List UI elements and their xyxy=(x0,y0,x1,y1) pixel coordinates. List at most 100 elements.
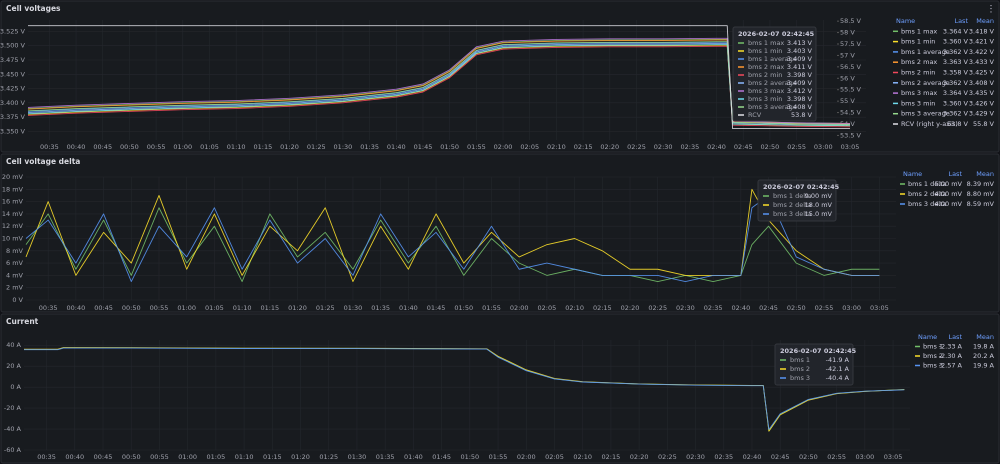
legend-name: bms 3 min xyxy=(901,99,935,107)
tooltip-box xyxy=(732,26,817,122)
x-tick-label: 01:00 xyxy=(178,453,197,461)
tooltip-value: -42.1 A xyxy=(826,365,850,373)
tooltip-value: 18.0 mV xyxy=(805,201,833,209)
y-tick-label: 6 mV xyxy=(6,259,24,267)
y-tick-label: 18 mV xyxy=(2,185,24,193)
x-tick-label: 00:50 xyxy=(122,453,141,461)
legend-mean: 3.418 V xyxy=(969,27,995,35)
y-tick-label: 20 A xyxy=(6,362,21,370)
legend-mean: 3.433 V xyxy=(969,58,995,66)
x-tick-label: 01:30 xyxy=(348,453,367,461)
legend-name: bms 1 delta xyxy=(908,180,947,188)
x-tick-label: 01:45 xyxy=(427,304,446,312)
x-tick-label: 01:50 xyxy=(460,453,479,461)
series-line xyxy=(27,41,850,126)
legend-name: bms 3 max xyxy=(901,89,937,97)
x-tick-label: 01:20 xyxy=(280,143,299,151)
x-tick-label: 02:25 xyxy=(648,304,667,312)
tooltip-box xyxy=(774,343,854,386)
x-tick-label: 00:35 xyxy=(39,304,58,312)
legend-name: bms 1 min xyxy=(901,38,935,46)
tooltip-name: RCV xyxy=(748,111,762,119)
y-tick-label: 12 mV xyxy=(2,222,24,230)
x-tick-label: 01:00 xyxy=(173,143,192,151)
x-tick-label: 01:05 xyxy=(207,453,226,461)
series-line xyxy=(27,44,850,127)
legend-last: 3.358 V xyxy=(943,69,969,77)
legend-name: RCV (right y-axis) xyxy=(901,120,958,128)
legend-last: 3.362 V xyxy=(943,110,969,118)
x-tick-label: 03:00 xyxy=(814,143,833,151)
x-tick-label: 01:25 xyxy=(319,453,338,461)
y-tick-label: 0 V xyxy=(12,296,23,304)
tooltip-value: 9.00 mV xyxy=(805,192,833,200)
legend-last: 3.362 V xyxy=(943,79,969,87)
x-tick-label: 01:20 xyxy=(288,304,307,312)
legend-name: bms 2 max xyxy=(901,58,937,66)
x-tick-label: 02:55 xyxy=(815,304,834,312)
x-tick-label: 02:45 xyxy=(759,304,778,312)
legend-name: bms 2 average xyxy=(901,79,950,87)
tooltip-name: bms 3 average xyxy=(748,103,797,111)
legend-name: bms 3 average xyxy=(901,110,950,118)
y-tick-label: -60 A xyxy=(4,446,22,454)
legend-last: 4.00 mV xyxy=(935,200,963,208)
panel-menu[interactable]: ⋮ xyxy=(987,5,996,15)
x-tick-label: 01:55 xyxy=(489,453,508,461)
y-tick-label: 3.450 V xyxy=(0,70,26,78)
tooltip-name: bms 3 xyxy=(790,374,810,382)
tooltip-name: bms 1 min xyxy=(748,47,782,55)
tooltip-name: bms 1 delta xyxy=(773,192,812,200)
y-tick-label: 20 mV xyxy=(2,173,24,181)
tooltip-value: 3.403 V xyxy=(787,47,813,55)
y2-tick-label: 56 V xyxy=(840,74,855,82)
x-tick-label: 01:05 xyxy=(200,143,219,151)
tooltip-value: 3.412 V xyxy=(787,87,813,95)
x-tick-label: 00:40 xyxy=(67,304,86,312)
y2-tick-label: 56.5 V xyxy=(840,63,862,71)
tooltip-value: 3.413 V xyxy=(787,39,813,47)
x-tick-label: 00:50 xyxy=(122,304,141,312)
tooltip-value: -40.4 A xyxy=(826,374,850,382)
y-tick-label: 2 mV xyxy=(6,284,24,292)
x-tick-label: 01:55 xyxy=(467,143,486,151)
x-tick-label: 01:40 xyxy=(387,143,406,151)
x-tick-label: 01:30 xyxy=(344,304,363,312)
panel-title: Cell voltage delta xyxy=(6,157,80,166)
legend-mean: 8.80 mV xyxy=(967,190,995,198)
tooltip-value: -41.9 A xyxy=(826,356,850,364)
x-tick-label: 00:35 xyxy=(40,143,59,151)
x-tick-label: 03:05 xyxy=(884,453,903,461)
x-tick-label: 02:30 xyxy=(676,304,695,312)
legend-last: 3.364 V xyxy=(943,27,969,35)
legend-header: Last xyxy=(948,170,962,178)
x-tick-label: 01:45 xyxy=(414,143,433,151)
x-tick-label: 03:05 xyxy=(841,143,860,151)
x-tick-label: 02:35 xyxy=(704,304,723,312)
x-tick-label: 02:50 xyxy=(761,143,780,151)
y-tick-label: 3.375 V xyxy=(0,113,26,121)
x-tick-label: 01:10 xyxy=(227,143,246,151)
legend-mean: 20.2 A xyxy=(973,352,995,360)
x-tick-label: 01:10 xyxy=(233,304,252,312)
x-tick-label: 00:45 xyxy=(94,453,113,461)
legend-mean: 3.421 V xyxy=(969,38,995,46)
x-tick-label: 02:10 xyxy=(565,304,584,312)
x-tick-label: 02:40 xyxy=(707,143,726,151)
x-tick-label: 02:55 xyxy=(827,453,846,461)
x-tick-label: 02:20 xyxy=(630,453,649,461)
legend-mean: 55.8 V xyxy=(973,120,995,128)
x-tick-label: 01:40 xyxy=(399,304,418,312)
tooltip-value: 3.398 V xyxy=(787,71,813,79)
y2-tick-label: 57.5 V xyxy=(840,40,862,48)
x-tick-label: 01:25 xyxy=(307,143,326,151)
y2-tick-label: 55.5 V xyxy=(840,86,862,94)
tooltip-name: bms 1 max xyxy=(748,39,784,47)
legend-header: Last xyxy=(954,17,968,25)
x-tick-label: 01:55 xyxy=(482,304,501,312)
legend-last: 3.362 V xyxy=(943,48,969,56)
x-tick-label: 01:30 xyxy=(334,143,353,151)
y-tick-label: 8 mV xyxy=(6,247,24,255)
legend-header: Name xyxy=(896,17,915,25)
